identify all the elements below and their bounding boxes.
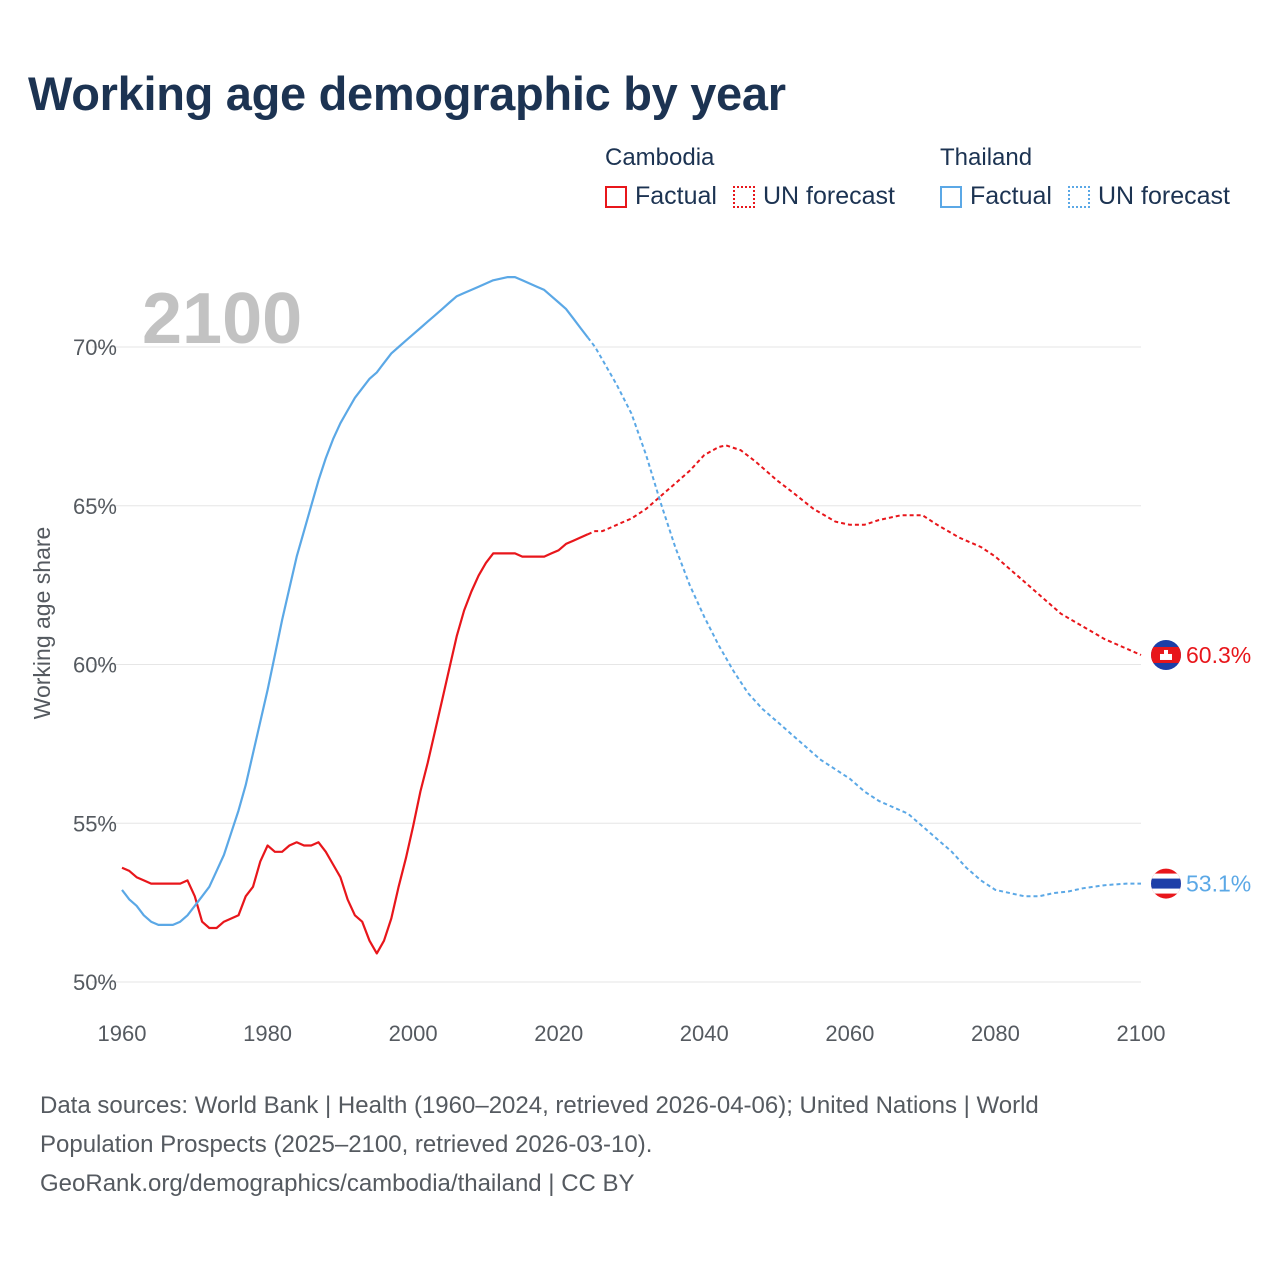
y-axis-label: Working age share (29, 527, 55, 720)
legend-swatch-solid (940, 185, 962, 208)
thailand-flag-icon (1151, 868, 1181, 899)
legend-item-thailand-forecast[interactable]: UN forecast (1067, 182, 1230, 211)
source-line-3[interactable]: GeoRank.org/demographics/cambodia/thaila… (40, 1170, 635, 1197)
series-lines (121, 276, 1142, 955)
x-axis-ticks: 1960 1980 2000 2020 2040 2060 2080 2100 (98, 1021, 1166, 1046)
x-tick-label: 2000 (389, 1021, 438, 1046)
legend-item-cambodia-forecast[interactable]: UN forecast (732, 182, 895, 211)
x-tick-label: 2100 (1117, 1021, 1166, 1046)
x-tick-label: 2060 (825, 1021, 874, 1046)
chart-title: Working age demographic by year (28, 67, 786, 120)
series-line-thailand-forecast[interactable] (587, 336, 1141, 898)
series-line-cambodia-factual[interactable] (121, 533, 589, 955)
line-chart: 50% 55% 60% 65% 70% 1960 1980 2000 2020 2040 2060… (29, 276, 1251, 1046)
series-end-markers: 60.3% 53.1% (1151, 639, 1251, 899)
x-tick-label: 1960 (98, 1021, 147, 1046)
legend-cambodia: Cambodia Factual UN forecast (605, 144, 895, 211)
legend-group-name: Cambodia (605, 144, 715, 171)
x-tick-label: 2020 (534, 1021, 583, 1046)
legend-label: UN forecast (762, 182, 895, 210)
y-tick-label: 70% (73, 335, 117, 360)
y-axis-ticks: 50% 55% 60% 65% 70% (73, 335, 117, 995)
x-tick-label: 1980 (243, 1021, 292, 1046)
legend-swatch-dotted (1067, 185, 1090, 208)
y-tick-label: 50% (73, 970, 117, 995)
y-tick-label: 60% (73, 653, 117, 678)
series-line-thailand-factual[interactable] (121, 276, 589, 926)
legend-item-cambodia-factual[interactable]: Factual (605, 182, 717, 211)
source-line-1: Data sources: World Bank | Health (1960–… (40, 1092, 1039, 1119)
source-line-2: Population Prospects (2025–2100, retriev… (40, 1131, 653, 1158)
legend-group-name: Thailand (940, 144, 1033, 171)
gridlines (92, 346, 1141, 983)
current-year-label: 2100 (142, 279, 302, 359)
cambodia-end-value: 60.3% (1186, 642, 1251, 668)
legend-thailand: Thailand Factual UN forecast (940, 144, 1230, 211)
cambodia-flag-icon (1151, 639, 1181, 670)
y-tick-label: 65% (73, 494, 117, 519)
x-tick-label: 2080 (971, 1021, 1020, 1046)
data-sources: Data sources: World Bank | Health (1960–… (40, 1086, 1240, 1203)
legend-label: Factual (635, 182, 717, 210)
series-line-cambodia-forecast[interactable] (587, 444, 1142, 656)
legend-label: UN forecast (1097, 182, 1230, 210)
thailand-end-value: 53.1% (1186, 871, 1251, 897)
y-tick-label: 55% (73, 811, 117, 836)
legend-swatch-solid (605, 185, 627, 208)
x-tick-label: 2040 (680, 1021, 729, 1046)
legend-item-thailand-factual[interactable]: Factual (940, 182, 1052, 211)
legend-label: Factual (970, 182, 1052, 210)
legend-swatch-dotted (732, 185, 755, 208)
